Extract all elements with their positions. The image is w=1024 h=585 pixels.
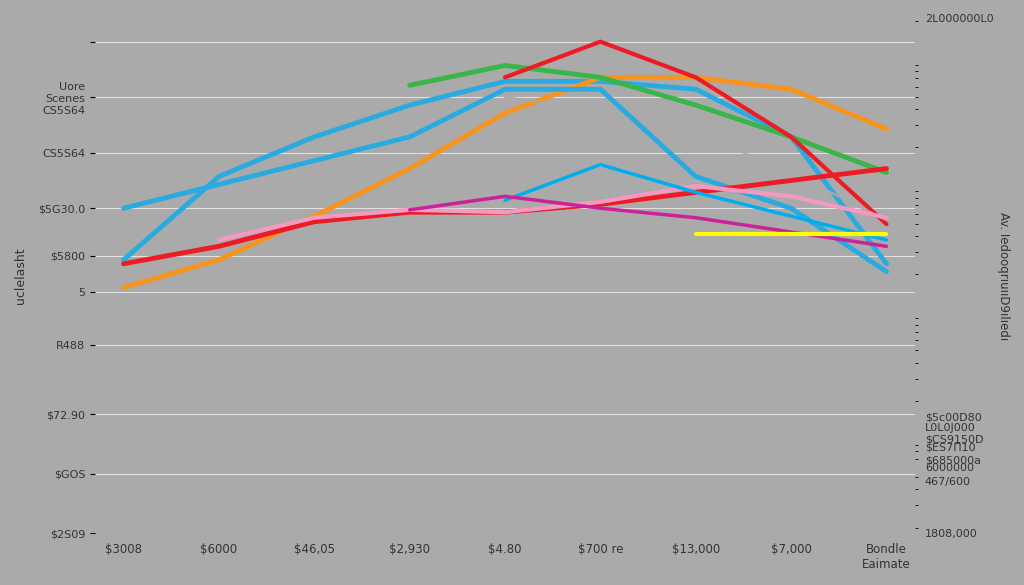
Y-axis label: Av. IedooqrıuııD9ılıedı: Av. IedooqrıuııD9ılıedı <box>997 212 1010 340</box>
Y-axis label: uclelasht: uclelasht <box>14 247 27 304</box>
